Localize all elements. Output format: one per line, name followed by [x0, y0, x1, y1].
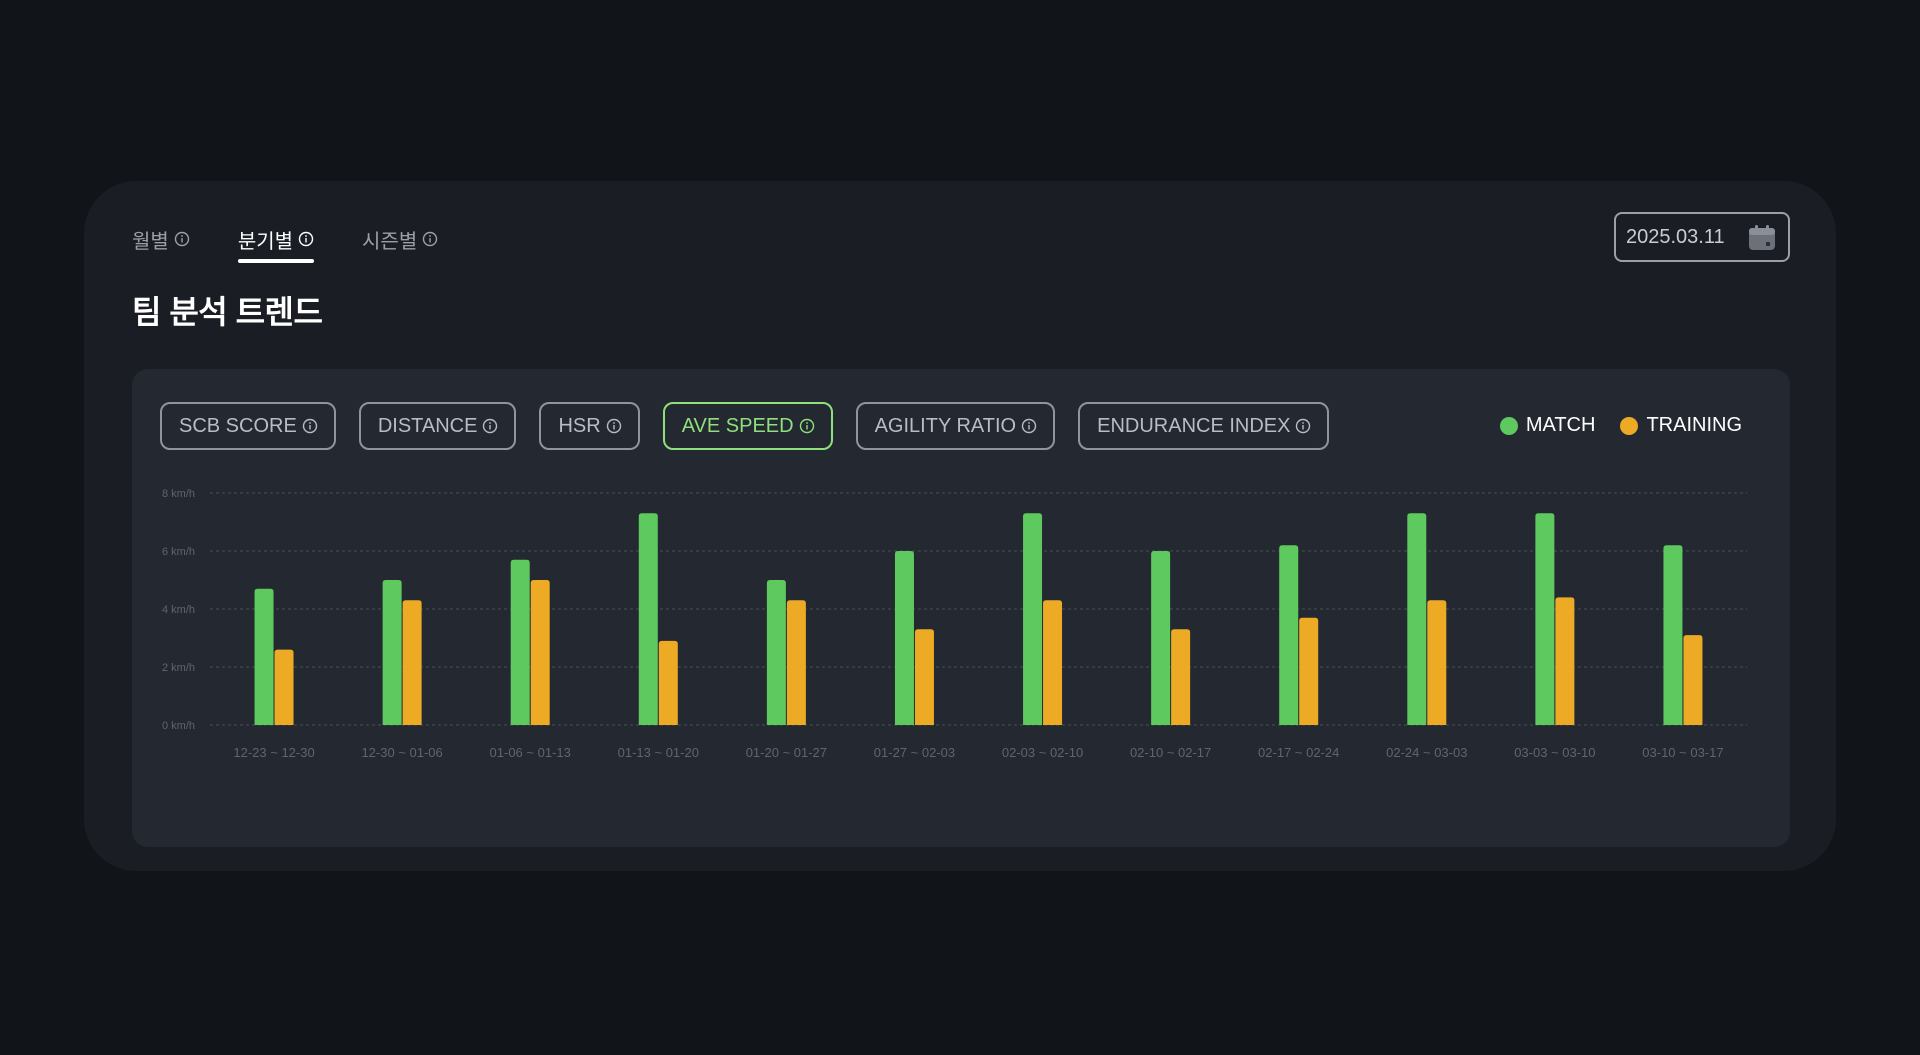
info-icon[interactable] [422, 231, 438, 247]
bar-match [1535, 513, 1555, 725]
chip-ave-speed[interactable]: AVE SPEED [662, 402, 833, 450]
chip-agility-ratio[interactable]: AGILITY RATIO [855, 402, 1056, 450]
bar-training [530, 580, 550, 725]
info-icon[interactable] [1295, 418, 1311, 434]
tab-label: 월별 [132, 230, 169, 253]
tab-label: 분기별 [237, 230, 294, 253]
x-tick-label: 12-23 ~ 12-30 [233, 745, 314, 760]
chip-label: HSR [558, 414, 601, 437]
info-icon[interactable] [302, 418, 318, 434]
calendar-icon[interactable] [1748, 225, 1776, 251]
info-icon[interactable] [606, 418, 622, 434]
bar-training [1043, 600, 1063, 725]
chart-card: SCB SCORE DISTANCE HSR AVE SPEED AGILITY… [132, 369, 1790, 847]
chip-distance[interactable]: DISTANCE [358, 402, 517, 450]
period-tabs: 월별 분기별 시즌별 [132, 219, 486, 263]
x-tick-label: 02-10 ~ 02-17 [1130, 745, 1211, 760]
legend-item-match: MATCH [1499, 414, 1596, 437]
bar-match [1151, 551, 1171, 725]
metric-chip-group: SCB SCORE DISTANCE HSR AVE SPEED AGILITY… [160, 402, 1352, 450]
bar-match [1023, 513, 1043, 725]
date-picker[interactable]: 2025.03.11 [1614, 212, 1790, 262]
x-tick-label: 01-27 ~ 02-03 [874, 745, 955, 760]
info-icon[interactable] [482, 418, 498, 434]
bar-training [658, 640, 678, 725]
y-tick-label: 2 km/h [162, 662, 195, 674]
bar-match [254, 588, 274, 725]
info-icon[interactable] [298, 231, 314, 247]
chip-label: AGILITY RATIO [874, 414, 1017, 437]
x-tick-label: 03-10 ~ 03-17 [1642, 745, 1723, 760]
bar-training [1683, 635, 1703, 725]
chip-scb-score[interactable]: SCB SCORE [160, 402, 336, 450]
legend-swatch-training [1620, 416, 1639, 435]
info-icon[interactable] [1021, 418, 1037, 434]
y-tick-label: 6 km/h [162, 546, 195, 558]
info-icon[interactable] [799, 418, 815, 434]
bar-chart: 0 km/h 2 km/h 4 km/h 6 km/h 8 km/h 12-23 ~ 12… [162, 488, 1747, 760]
chip-label: AVE SPEED [681, 414, 794, 437]
bar-match [1663, 545, 1683, 725]
tab-label: 시즌별 [362, 230, 418, 253]
bar-match [894, 551, 914, 725]
page-title: 팀 분석 트렌드 [132, 294, 323, 330]
bar-match [638, 513, 658, 725]
x-tick-label: 02-24 ~ 03-03 [1386, 745, 1467, 760]
bar-training [1555, 597, 1575, 725]
y-tick-label: 4 km/h [162, 604, 195, 616]
legend-label: TRAINING [1646, 414, 1742, 436]
bar-match [382, 580, 402, 725]
tab-season[interactable]: 시즌별 [362, 219, 438, 259]
chip-label: ENDURANCE INDEX [1097, 414, 1291, 437]
x-tick-label: 01-13 ~ 01-20 [618, 745, 699, 760]
y-tick-label: 8 km/h [162, 488, 195, 500]
legend-swatch-match [1499, 416, 1518, 435]
chart-legend: MATCH TRAINING [1475, 414, 1742, 437]
bar-training [402, 600, 422, 725]
bar-training [1427, 600, 1447, 725]
chip-endurance-index[interactable]: ENDURANCE INDEX [1078, 402, 1330, 450]
bar-training [914, 629, 934, 725]
x-tick-label: 02-17 ~ 02-24 [1258, 745, 1339, 760]
bar-training [786, 600, 806, 725]
x-tick-label: 12-30 ~ 01-06 [361, 745, 442, 760]
chip-label: SCB SCORE [179, 414, 297, 437]
tab-quarterly[interactable]: 분기별 [237, 219, 315, 263]
info-icon[interactable] [174, 231, 190, 247]
bar-match [510, 559, 530, 725]
team-trend-panel: 월별 분기별 시즌별 2025.03.11 팀 분석 트렌드 SCB SCORE [84, 181, 1836, 871]
x-tick-label: 01-06 ~ 01-13 [490, 745, 571, 760]
bar-training [1299, 617, 1319, 725]
x-tick-label: 03-03 ~ 03-10 [1514, 745, 1595, 760]
legend-item-training: TRAINING [1620, 414, 1742, 437]
x-tick-label: 02-03 ~ 02-10 [1002, 745, 1083, 760]
chip-label: DISTANCE [377, 414, 478, 437]
bar-training [274, 649, 294, 725]
date-value: 2025.03.11 [1626, 225, 1725, 248]
x-tick-label: 01-20 ~ 01-27 [746, 745, 827, 760]
bar-match [1407, 513, 1427, 725]
bar-training [1171, 629, 1191, 725]
legend-label: MATCH [1525, 414, 1596, 436]
tab-monthly[interactable]: 월별 [132, 219, 190, 259]
bar-match [1279, 545, 1299, 725]
chip-hsr[interactable]: HSR [539, 402, 640, 450]
y-tick-label: 0 km/h [162, 720, 195, 732]
bar-match [766, 580, 786, 725]
